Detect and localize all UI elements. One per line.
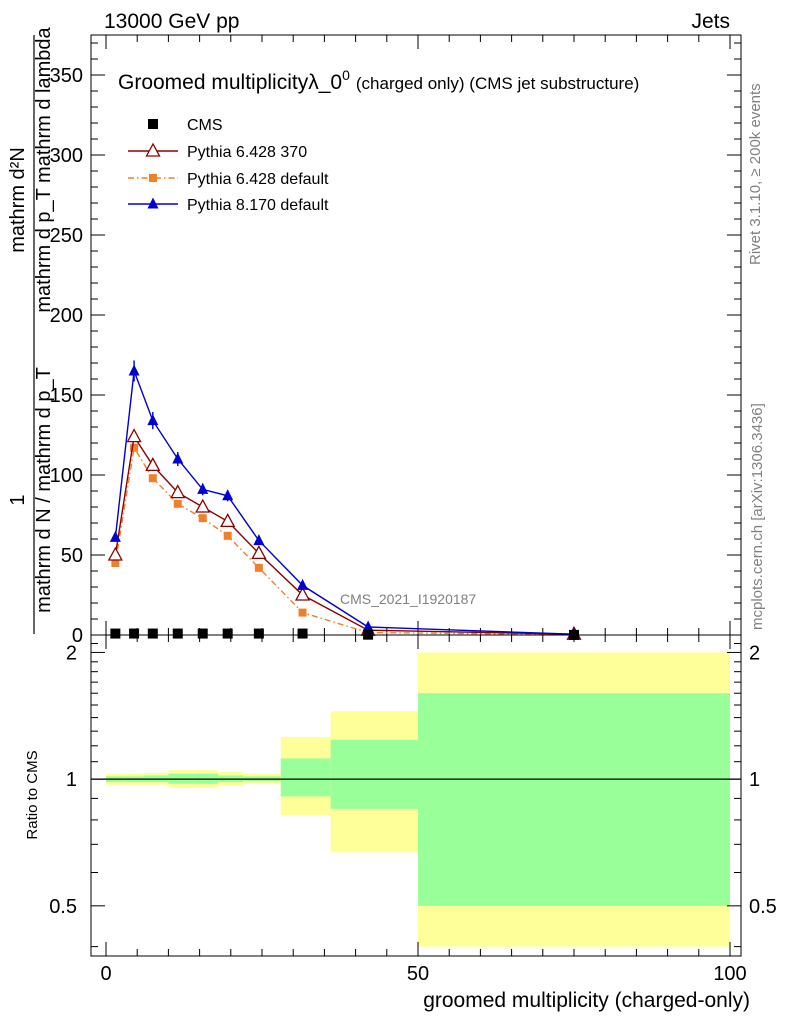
legend-marker-pythia6_default xyxy=(149,174,157,182)
legend: CMS Pythia 6.428 370 Pythia 6.428 default P… xyxy=(128,117,329,214)
main-ytick-label: 200 xyxy=(50,305,83,327)
xtick-label: 50 xyxy=(407,963,429,985)
ratio-ytick-label-right: 0.5 xyxy=(749,896,777,918)
series-pythia6_370 xyxy=(107,428,582,640)
data-point-pythia6_default xyxy=(130,443,139,452)
energy-label: 13000 GeV pp xyxy=(104,10,239,33)
data-point-pythia6_370 xyxy=(220,513,236,528)
ylabel-denominator-1: mathrm d N / mathrm d p_T xyxy=(33,367,55,613)
data-point-pythia8 xyxy=(128,364,140,376)
analysis-watermark: CMS_2021_I1920187 xyxy=(340,591,476,607)
data-point-pythia8 xyxy=(222,489,234,501)
data-point-cms xyxy=(222,628,233,639)
ratio-band-inner xyxy=(418,693,730,906)
data-point-pythia6_default xyxy=(173,499,182,508)
data-point-cms xyxy=(297,628,308,639)
series-pythia6_default xyxy=(111,443,578,639)
series-line-pythia8 xyxy=(114,370,575,635)
data-point-pythia6_370 xyxy=(294,586,311,601)
main-ytick-label: 0 xyxy=(72,625,83,647)
category-label: Jets xyxy=(691,10,730,33)
legend-label-cms: CMS xyxy=(187,117,223,134)
rivet-label: Rivet 3.1.10, ≥ 200k events xyxy=(747,83,764,265)
main-ytick-label: 300 xyxy=(50,145,83,167)
data-point-cms xyxy=(129,628,140,639)
legend-marker-pythia6_370 xyxy=(145,142,161,157)
data-point-pythia6_default xyxy=(111,559,120,567)
ratio-axis-ticks: 0.5 0.5 1 1 2 2 0 50 100 xyxy=(49,635,777,985)
data-point-pythia6_default xyxy=(223,531,232,540)
data-point-pythia6_default xyxy=(254,563,263,572)
data-point-cms xyxy=(253,628,264,639)
main-series-layer xyxy=(107,360,582,640)
main-ytick-label: 150 xyxy=(50,385,83,407)
main-ylabel: 1 mathrm d N / mathrm d p_T mathrm d²N m… xyxy=(7,26,55,634)
data-point-cms xyxy=(172,628,183,639)
legend-marker-pythia8 xyxy=(147,197,159,209)
main-axis-ticks: 0 50 100 150 200 250 300 350 xyxy=(50,35,741,647)
data-point-cms xyxy=(197,628,208,639)
ylabel-numerator-1: 1 xyxy=(7,494,29,505)
legend-entry-pythia6_370: Pythia 6.428 370 xyxy=(128,142,307,161)
ratio-ytick-label-left: 2 xyxy=(66,642,77,664)
data-point-pythia6_370 xyxy=(145,457,161,472)
ratio-band-inner xyxy=(280,758,331,797)
ylabel-numerator-2: mathrm d²N xyxy=(7,147,29,253)
data-point-pythia6_default xyxy=(148,474,157,483)
xtick-label: 0 xyxy=(100,963,111,985)
series-line-pythia6_default xyxy=(114,445,575,636)
chart-title-sup: 0 xyxy=(342,67,350,83)
ylabel-denominator-2: mathrm d p_T mathrm d lambda xyxy=(33,26,55,312)
legend-marker-cms xyxy=(148,119,158,129)
data-point-pythia8 xyxy=(197,482,209,494)
main-ytick-label: 50 xyxy=(61,545,83,567)
chart-title: Groomed multiplicityλ_00 (charged only) (… xyxy=(118,67,639,94)
ratio-band-inner xyxy=(330,739,418,809)
legend-entry-pythia6_default: Pythia 6.428 default xyxy=(128,171,329,188)
ratio-ytick-label-right: 1 xyxy=(749,769,760,791)
data-point-pythia6_default xyxy=(298,608,307,617)
data-point-pythia6_default xyxy=(198,514,207,523)
legend-label-pythia6_default: Pythia 6.428 default xyxy=(187,171,329,188)
mcplots-label: mcplots.cern.ch [arXiv:1306.3436] xyxy=(749,403,766,630)
data-point-pythia8 xyxy=(147,414,159,426)
data-point-cms xyxy=(147,628,158,639)
data-point-pythia6_370 xyxy=(195,498,211,513)
series-line-pythia6_370 xyxy=(114,434,575,635)
data-point-pythia6_370 xyxy=(107,546,123,561)
main-ytick-label: 100 xyxy=(50,465,83,487)
data-point-cms xyxy=(110,628,121,639)
data-point-pythia6_370 xyxy=(170,484,186,499)
ratio-ytick-label-right: 2 xyxy=(749,642,760,664)
legend-entry-pythia8: Pythia 8.170 default xyxy=(128,197,329,214)
legend-label-pythia8: Pythia 8.170 default xyxy=(187,197,329,214)
data-point-pythia6_370 xyxy=(126,428,142,443)
data-point-pythia8 xyxy=(109,530,121,542)
ratio-ytick-label-left: 0.5 xyxy=(49,896,77,918)
ratio-bands-layer xyxy=(91,652,741,947)
data-point-pythia6_370 xyxy=(251,545,267,560)
main-ytick-label: 350 xyxy=(50,65,83,87)
data-point-pythia8 xyxy=(297,578,309,590)
ratio-ytick-label-left: 1 xyxy=(66,769,77,791)
series-pythia8 xyxy=(109,360,580,639)
legend-entry-cms: CMS xyxy=(148,117,223,134)
data-point-pythia8 xyxy=(362,620,374,632)
ratio-ylabel: Ratio to CMS xyxy=(24,750,41,839)
main-ytick-label: 250 xyxy=(50,225,83,247)
data-point-pythia8 xyxy=(172,452,184,464)
chart-title-rest: (charged only) (CMS jet substructure) xyxy=(356,74,639,93)
ratio-panel-frame xyxy=(90,634,742,957)
x-axis-label: groomed multiplicity (charged-only) xyxy=(423,989,750,1012)
data-point-pythia8 xyxy=(253,534,265,546)
legend-label-pythia6_370: Pythia 6.428 370 xyxy=(187,144,307,161)
chart-title-main: Groomed multiplicityλ_0 xyxy=(118,71,342,94)
xtick-label: 100 xyxy=(713,963,746,985)
